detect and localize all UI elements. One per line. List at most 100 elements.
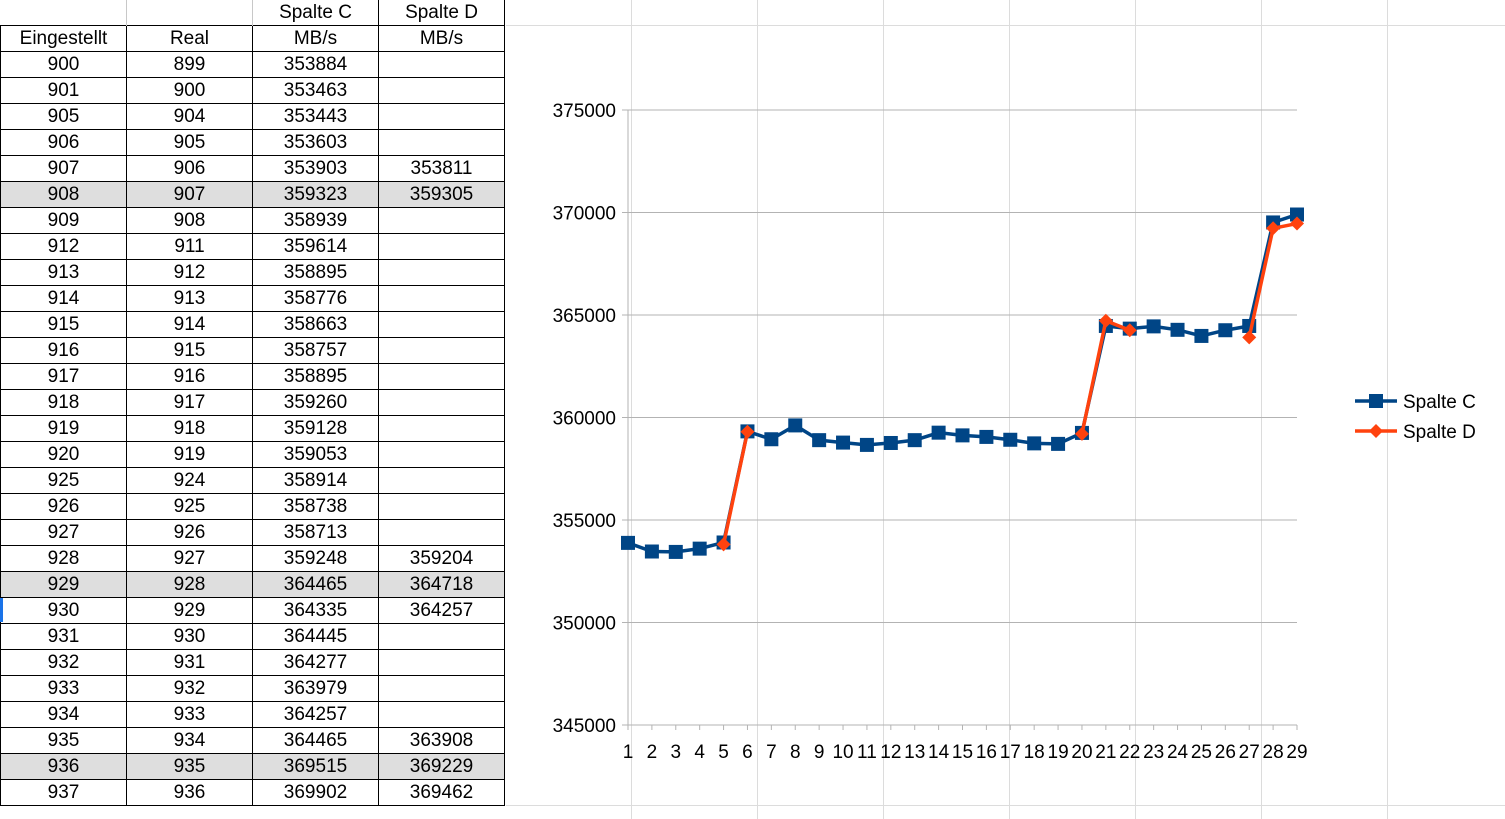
series-spalte-c-point[interactable]: [1051, 436, 1066, 451]
table-cell[interactable]: 927: [126, 545, 253, 572]
table-cell[interactable]: 358663: [252, 311, 379, 338]
spreadsheet-table[interactable]: Spalte C Spalte D Eingestellt Real MB/s MB/s 9…: [0, 0, 505, 806]
series-spalte-c-point[interactable]: [931, 425, 946, 440]
table-cell[interactable]: 932: [126, 675, 253, 702]
table-cell[interactable]: 916: [0, 337, 127, 364]
table-cell[interactable]: 364277: [252, 649, 379, 676]
series-spalte-c-point[interactable]: [692, 541, 707, 556]
table-cell[interactable]: 353443: [252, 103, 379, 130]
table-cell[interactable]: 900: [126, 77, 253, 104]
table-cell[interactable]: 901: [0, 77, 127, 104]
table-cell[interactable]: 359305: [378, 181, 505, 208]
table-cell[interactable]: [378, 415, 505, 442]
series-spalte-c-point[interactable]: [1003, 432, 1018, 447]
table-cell[interactable]: 924: [126, 467, 253, 494]
series-spalte-c-point[interactable]: [1290, 207, 1304, 222]
table-cell[interactable]: [378, 207, 505, 234]
table-cell[interactable]: [378, 493, 505, 520]
table-cell[interactable]: 915: [0, 311, 127, 338]
table-cell[interactable]: [378, 441, 505, 468]
series-spalte-c-point[interactable]: [764, 432, 779, 447]
table-cell[interactable]: 928: [126, 571, 253, 598]
series-spalte-c-point[interactable]: [1170, 322, 1185, 337]
table-cell[interactable]: [378, 233, 505, 260]
table-cell[interactable]: 934: [126, 727, 253, 754]
table-cell[interactable]: 364257: [378, 597, 505, 624]
series-spalte-d-point[interactable]: [1290, 216, 1304, 231]
series-spalte-c-point[interactable]: [883, 435, 898, 450]
table-cell[interactable]: 353463: [252, 77, 379, 104]
table-cell[interactable]: [378, 285, 505, 312]
table-cell[interactable]: 364257: [252, 701, 379, 728]
table-cell[interactable]: 912: [126, 259, 253, 286]
table-cell[interactable]: 904: [126, 103, 253, 130]
table-cell[interactable]: 929: [126, 597, 253, 624]
table-cell[interactable]: 932: [0, 649, 127, 676]
table-cell[interactable]: [126, 0, 253, 26]
table-cell[interactable]: 926: [126, 519, 253, 546]
table-cell[interactable]: 914: [0, 285, 127, 312]
table-cell[interactable]: 933: [0, 675, 127, 702]
series-spalte-c-point[interactable]: [668, 544, 683, 559]
table-cell[interactable]: MB/s: [252, 25, 379, 52]
series-spalte-c-point[interactable]: [1146, 319, 1161, 334]
table-cell[interactable]: 358939: [252, 207, 379, 234]
table-cell[interactable]: 358914: [252, 467, 379, 494]
table-cell[interactable]: 934: [0, 701, 127, 728]
table-cell[interactable]: [0, 0, 127, 26]
table-cell[interactable]: 937: [0, 779, 127, 806]
series-spalte-d-point[interactable]: [1266, 221, 1281, 236]
table-cell[interactable]: 919: [0, 415, 127, 442]
table-cell[interactable]: 925: [126, 493, 253, 520]
series-spalte-c-point[interactable]: [644, 544, 659, 559]
series-spalte-d-point[interactable]: [1074, 426, 1089, 441]
table-cell[interactable]: 917: [126, 389, 253, 416]
table-cell[interactable]: 917: [0, 363, 127, 390]
table-cell[interactable]: 935: [126, 753, 253, 780]
table-cell[interactable]: 359614: [252, 233, 379, 260]
series-spalte-c-point[interactable]: [979, 429, 994, 444]
series-spalte-d-point[interactable]: [716, 537, 731, 552]
table-cell[interactable]: 916: [126, 363, 253, 390]
series-spalte-c-point[interactable]: [621, 535, 635, 550]
table-cell[interactable]: 364465: [252, 571, 379, 598]
table-cell[interactable]: 353884: [252, 51, 379, 78]
series-spalte-d-point[interactable]: [1122, 323, 1137, 338]
table-cell[interactable]: 930: [0, 597, 127, 624]
table-cell[interactable]: [378, 675, 505, 702]
table-cell[interactable]: 908: [126, 207, 253, 234]
table-cell[interactable]: 936: [126, 779, 253, 806]
table-cell[interactable]: [378, 649, 505, 676]
table-cell[interactable]: 929: [0, 571, 127, 598]
series-spalte-c-point[interactable]: [1218, 323, 1233, 338]
table-cell[interactable]: 359204: [378, 545, 505, 572]
series-spalte-d-point[interactable]: [1242, 330, 1257, 345]
table-cell[interactable]: 905: [126, 129, 253, 156]
table-cell[interactable]: 359053: [252, 441, 379, 468]
table-cell[interactable]: 369229: [378, 753, 505, 780]
table-cell[interactable]: 358895: [252, 363, 379, 390]
table-cell[interactable]: 909: [0, 207, 127, 234]
series-spalte-c-point[interactable]: [955, 428, 970, 443]
table-cell[interactable]: 907: [126, 181, 253, 208]
table-cell[interactable]: Real: [126, 25, 253, 52]
table-cell[interactable]: 353603: [252, 129, 379, 156]
table-cell[interactable]: 363908: [378, 727, 505, 754]
series-spalte-c-point[interactable]: [788, 418, 803, 433]
table-cell[interactable]: 931: [126, 649, 253, 676]
table-cell[interactable]: 359323: [252, 181, 379, 208]
table-cell[interactable]: 358713: [252, 519, 379, 546]
table-cell[interactable]: 369462: [378, 779, 505, 806]
series-spalte-d-point[interactable]: [1098, 313, 1113, 328]
table-cell[interactable]: Spalte C: [252, 0, 379, 26]
table-cell[interactable]: Eingestellt: [0, 25, 127, 52]
table-cell[interactable]: [378, 103, 505, 130]
table-cell[interactable]: 918: [0, 389, 127, 416]
table-cell[interactable]: [378, 129, 505, 156]
series-spalte-c-point[interactable]: [859, 437, 874, 452]
series-spalte-d-point[interactable]: [740, 424, 755, 439]
series-spalte-c-point[interactable]: [1194, 328, 1209, 343]
table-cell[interactable]: [378, 337, 505, 364]
table-cell[interactable]: 926: [0, 493, 127, 520]
